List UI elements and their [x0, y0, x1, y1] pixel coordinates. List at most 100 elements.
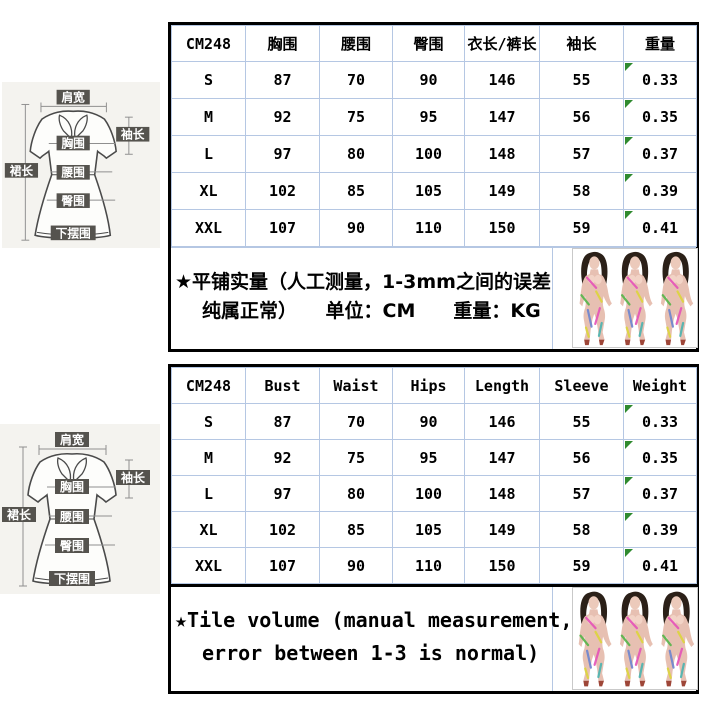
value-cell: 75: [319, 439, 393, 476]
value-cell: 100: [392, 135, 465, 173]
table-row: XL 102 85 105 149 58 0.39: [171, 511, 697, 548]
value-cell: 55: [539, 403, 624, 440]
value-cell: 57: [539, 475, 624, 512]
value-cell: 85: [319, 172, 393, 210]
value-cell: 0.37: [623, 135, 697, 173]
table-footer-cn: ★平铺实量（人工测量，1-3mm之间的误差 纯属正常） 单位：CM 重量：KG: [171, 247, 698, 349]
table-row: XXL 107 90 110 150 59 0.41: [171, 547, 697, 584]
value-cell: 105: [392, 511, 465, 548]
value-cell: 107: [245, 209, 320, 247]
value-cell: 0.37: [623, 475, 697, 512]
value-cell: 80: [319, 135, 393, 173]
value-cell: 0.39: [623, 511, 697, 548]
size-table-cn-grid: CM248 胸围 腰围 臀围 衣长/裤长 袖长 重量 S 87 70 90 146 55 0.33 M 92…: [171, 25, 697, 247]
value-cell: 150: [464, 209, 540, 247]
size-table-en-grid: CM248 Bust Waist Hips Length Sleeve Weight S 87…: [171, 367, 697, 584]
table-row: M 92 75 95 147 56 0.35: [171, 439, 697, 476]
size-cell: S: [171, 61, 246, 99]
model-photo: [572, 248, 698, 348]
value-cell: 0.35: [623, 98, 697, 136]
value-cell: 56: [539, 439, 624, 476]
value-cell: 147: [464, 439, 540, 476]
value-cell: 110: [392, 547, 465, 584]
value-cell: 90: [392, 61, 465, 99]
size-cell: M: [171, 98, 246, 136]
size-cell: S: [171, 403, 246, 440]
column-header: Bust: [245, 367, 320, 404]
table-row: S 87 70 90 146 55 0.33: [171, 61, 697, 99]
column-header: Hips: [392, 367, 465, 404]
value-cell: 0.39: [623, 172, 697, 210]
value-cell: 57: [539, 135, 624, 173]
value-cell: 56: [539, 98, 624, 136]
table-row: L 97 80 100 148 57 0.37: [171, 135, 697, 173]
measurement-note-cn: ★平铺实量（人工测量，1-3mm之间的误差 纯属正常） 单位：CM 重量：KG: [171, 248, 553, 349]
value-cell: 146: [464, 61, 540, 99]
value-cell: 90: [319, 209, 393, 247]
value-cell: 0.33: [623, 403, 697, 440]
value-cell: 148: [464, 475, 540, 512]
value-cell: 0.35: [623, 439, 697, 476]
size-cell: L: [171, 135, 246, 173]
value-cell: 95: [392, 98, 465, 136]
size-table-en: CM248 Bust Waist Hips Length Sleeve Weight S 87…: [168, 364, 699, 694]
column-header: 臀围: [392, 25, 465, 62]
value-cell: 87: [245, 61, 320, 99]
column-header: Length: [464, 367, 540, 404]
value-cell: 148: [464, 135, 540, 173]
photo-cell: [553, 587, 698, 691]
table-footer-en: ★Tile volume (manual measurement, error …: [171, 584, 698, 691]
column-header: CM248: [171, 25, 246, 62]
value-cell: 59: [539, 209, 624, 247]
size-cell: XL: [171, 172, 246, 210]
value-cell: 100: [392, 475, 465, 512]
value-cell: 146: [464, 403, 540, 440]
value-cell: 58: [539, 172, 624, 210]
value-cell: 0.41: [623, 209, 697, 247]
model-photo: [572, 587, 698, 690]
column-header: 胸围: [245, 25, 320, 62]
value-cell: 105: [392, 172, 465, 210]
value-cell: 70: [319, 403, 393, 440]
value-cell: 97: [245, 135, 320, 173]
size-table-cn: CM248 胸围 腰围 臀围 衣长/裤长 袖长 重量 S 87 70 90 146 55 0.33 M 92…: [168, 22, 699, 352]
size-cell: M: [171, 439, 246, 476]
value-cell: 90: [319, 547, 393, 584]
value-cell: 95: [392, 439, 465, 476]
garment-diagram-top: [2, 82, 160, 248]
value-cell: 59: [539, 547, 624, 584]
note-line-2: error between 1-3 is normal): [202, 641, 540, 665]
measurement-note-en: ★Tile volume (manual measurement, error …: [171, 587, 573, 691]
value-cell: 97: [245, 475, 320, 512]
table-row: XL 102 85 105 149 58 0.39: [171, 172, 697, 210]
value-cell: 92: [245, 98, 320, 136]
size-cell: L: [171, 475, 246, 512]
header-row: CM248 Bust Waist Hips Length Sleeve Weight: [171, 367, 697, 404]
table-row: S 87 70 90 146 55 0.33: [171, 403, 697, 440]
photo-cell: [553, 248, 698, 349]
column-header: Sleeve: [539, 367, 624, 404]
value-cell: 150: [464, 547, 540, 584]
value-cell: 80: [319, 475, 393, 512]
table-row: L 97 80 100 148 57 0.37: [171, 475, 697, 512]
size-cell: XXL: [171, 547, 246, 584]
column-header: 腰围: [319, 25, 393, 62]
value-cell: 85: [319, 511, 393, 548]
column-header: Weight: [623, 367, 697, 404]
value-cell: 55: [539, 61, 624, 99]
value-cell: 58: [539, 511, 624, 548]
table-row: XXL 107 90 110 150 59 0.41: [171, 209, 697, 247]
value-cell: 149: [464, 172, 540, 210]
value-cell: 90: [392, 403, 465, 440]
garment-diagram-bottom: [0, 424, 160, 594]
header-row: CM248 胸围 腰围 臀围 衣长/裤长 袖长 重量: [171, 25, 697, 62]
column-header: 重量: [623, 25, 697, 62]
size-cell: XXL: [171, 209, 246, 247]
value-cell: 70: [319, 61, 393, 99]
note-line-1: ★Tile volume (manual measurement,: [175, 608, 573, 632]
size-cell: XL: [171, 511, 246, 548]
column-header: 袖长: [539, 25, 624, 62]
value-cell: 75: [319, 98, 393, 136]
column-header: CM248: [171, 367, 246, 404]
